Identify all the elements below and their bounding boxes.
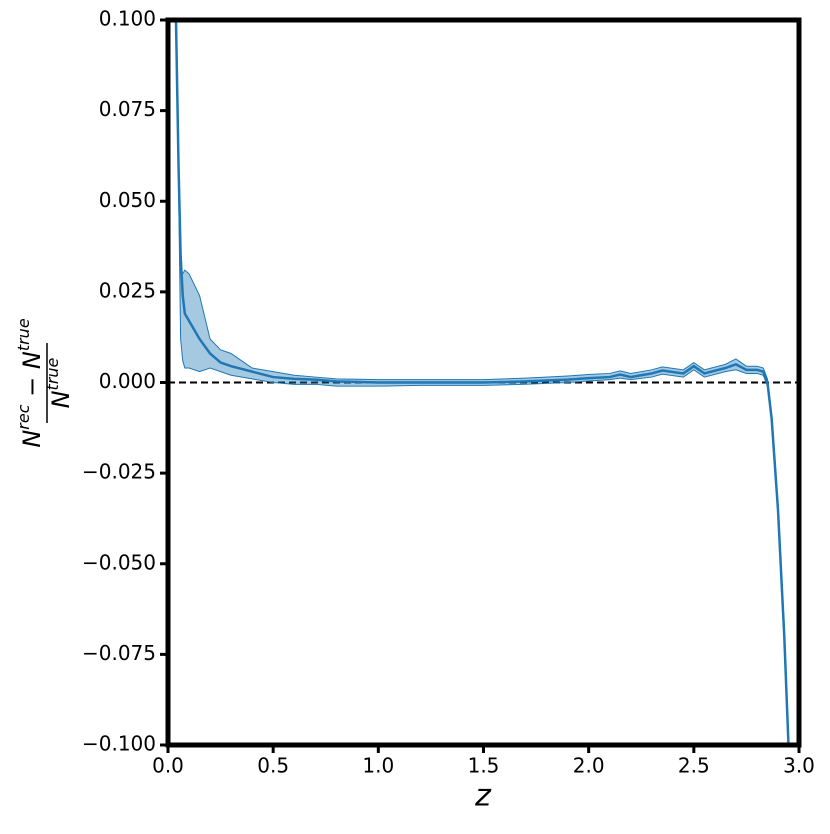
y-tick-label: −0.100 [82,732,156,756]
y-label-part: true [14,318,33,351]
y-label-denominator: Ntrue [43,357,76,408]
y-tick-label: −0.050 [82,550,156,574]
x-tick-label: 0.5 [257,754,289,778]
x-tick-label: 2.0 [573,754,605,778]
y-label-part: − N [18,351,46,404]
x-tick-label: 1.0 [362,754,394,778]
x-tick-label: 1.5 [468,754,500,778]
y-label-part: true [43,357,62,390]
y-tick-label: 0.100 [99,7,156,31]
plot-area [168,20,799,745]
y-label-part: N [47,390,75,408]
y-label-part: rec [14,404,33,429]
y-tick-label: 0.050 [99,188,156,212]
line [174,20,790,745]
y-tick-label: 0.075 [99,97,156,121]
x-tick-label: 3.0 [783,754,815,778]
y-label-numerator: Nrec − Ntrue [14,318,47,447]
x-tick-label: 2.5 [678,754,710,778]
y-tick-label: 0.000 [99,369,156,393]
y-label-part: N [18,430,46,448]
y-tick-label: −0.025 [82,460,156,484]
x-axis-label: z [474,779,492,814]
y-tick-label: 0.025 [99,278,156,302]
y-tick-label: −0.075 [82,641,156,665]
y-axis-label: Nrec − Ntrue Ntrue [14,318,76,447]
x-tick-label: 0.0 [152,754,184,778]
